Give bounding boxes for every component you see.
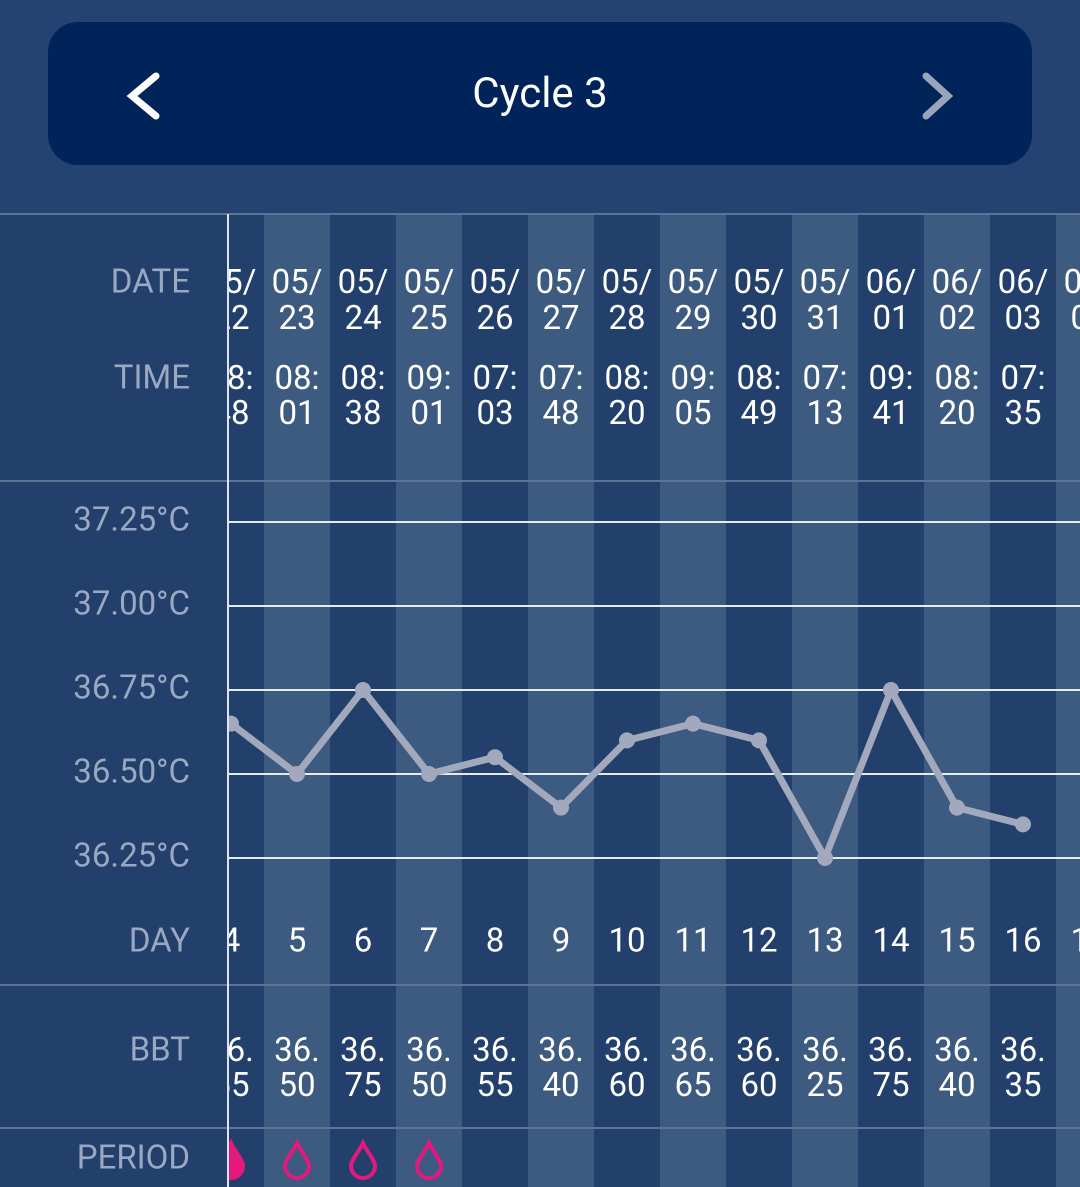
bbt-label: 36. 75 — [868, 1031, 914, 1105]
date-label: 05/28 — [602, 263, 653, 338]
day-label: 10 — [608, 922, 645, 961]
row-label: PERIOD — [77, 1139, 190, 1178]
date-label: 06/03 — [998, 263, 1049, 338]
date-label: 05/29 — [668, 263, 719, 338]
time-label: 07: 48 — [538, 359, 583, 433]
bbt-point — [487, 749, 503, 766]
row-label: DATE — [111, 263, 190, 302]
time-label: 07: 13 — [802, 359, 847, 433]
time-label: 08: 38 — [340, 359, 385, 433]
bbt-label: 36. 60 — [604, 1031, 650, 1105]
y-tick-label: 37.25°C — [73, 501, 190, 540]
time-label: 07: 35 — [1000, 359, 1045, 433]
bbt-point — [421, 766, 437, 782]
day-label: 9 — [552, 922, 571, 961]
period-icon — [228, 1138, 246, 1180]
period-icon — [282, 1138, 312, 1180]
day-label: 17 — [1070, 922, 1080, 961]
bbt-label: 36. 50 — [406, 1031, 452, 1105]
day-label: 16 — [1004, 922, 1041, 961]
bbt-label: 36. 65 — [208, 1031, 254, 1105]
bbt-point — [817, 850, 833, 866]
time-label: 08: 49 — [736, 359, 781, 433]
bbt-point — [883, 682, 899, 698]
date-label: 05/24 — [338, 263, 389, 338]
bbt-point — [1015, 816, 1031, 833]
y-tick-label: 36.50°C — [73, 753, 190, 792]
bbt-point — [685, 715, 701, 732]
day-label: 15 — [938, 922, 975, 961]
bbt-point — [619, 732, 635, 749]
period-icon — [414, 1138, 444, 1180]
row-label: TIME — [114, 359, 190, 398]
next-cycle-button[interactable] — [922, 72, 954, 120]
bbt-point — [228, 715, 239, 732]
cycle-title: Cycle 3 — [472, 69, 607, 118]
day-label: 6 — [354, 922, 373, 961]
time-label: 08: 01 — [274, 359, 319, 433]
day-label: 13 — [806, 922, 843, 961]
column-stripe — [264, 214, 330, 1187]
date-label: 05/27 — [536, 263, 587, 338]
date-label: 05/22 — [206, 263, 257, 338]
bbt-label: 36. 40 — [538, 1031, 584, 1105]
day-label: 7 — [420, 922, 439, 961]
prev-cycle-button[interactable] — [126, 72, 160, 120]
date-label: 05/23 — [272, 263, 323, 338]
date-label: 05/26 — [470, 263, 521, 338]
bbt-point — [751, 732, 767, 749]
day-label: 4 — [222, 922, 241, 961]
date-label: 05/25 — [404, 263, 455, 338]
bbt-label: 36. 75 — [340, 1031, 386, 1105]
bbt-label: 36. 25 — [802, 1031, 848, 1105]
column-stripe — [792, 214, 858, 1187]
row-label: DAY — [129, 922, 190, 961]
day-label: 14 — [872, 922, 909, 961]
time-label: 09: 41 — [868, 359, 913, 433]
y-tick-label: 36.75°C — [73, 669, 190, 708]
column-stripe — [660, 214, 726, 1187]
day-label: 12 — [740, 922, 777, 961]
time-label: 08: 20 — [604, 359, 649, 433]
time-label: 07: 03 — [472, 359, 517, 433]
bbt-point — [289, 766, 305, 782]
bbt-point — [553, 799, 569, 816]
time-label: 08: 48 — [208, 359, 253, 433]
bbt-label: 36. 65 — [670, 1031, 716, 1105]
time-label: 09: 01 — [406, 359, 451, 433]
columns: 05/22 08: 48 4 36. 65 05/23 08: 01 5 36. 50 05/24 08:… — [206, 214, 1080, 1187]
column-stripe — [396, 214, 462, 1187]
cycle-header — [48, 22, 1032, 165]
column-stripe — [1056, 214, 1080, 1187]
bbt-label: 36. 60 — [736, 1031, 782, 1105]
day-label: 5 — [288, 922, 307, 961]
time-label: 09: 05 — [670, 359, 715, 433]
day-label: 8 — [486, 922, 505, 961]
date-label: 06/02 — [932, 263, 983, 338]
y-tick-label: 37.00°C — [73, 585, 190, 624]
row-label: BBT — [130, 1031, 190, 1070]
bbt-point — [355, 682, 371, 698]
bbt-label: 36. 40 — [934, 1031, 980, 1105]
y-tick-label: 36.25°C — [73, 837, 190, 876]
day-label: 11 — [674, 922, 711, 961]
time-label: 08: 20 — [934, 359, 979, 433]
bbt-label: 36. 55 — [472, 1031, 518, 1105]
column-stripe — [924, 214, 990, 1187]
date-label: 06/01 — [866, 263, 917, 338]
column-stripe — [528, 214, 594, 1187]
bbt-point — [949, 799, 965, 816]
bbt-label: 36. 50 — [274, 1031, 320, 1105]
date-label: 05/31 — [800, 263, 851, 338]
period-icon — [348, 1138, 378, 1180]
date-label: 06/04 — [1064, 263, 1080, 338]
bbt-label: 36. 35 — [1000, 1031, 1046, 1105]
date-label: 05/30 — [734, 263, 785, 338]
